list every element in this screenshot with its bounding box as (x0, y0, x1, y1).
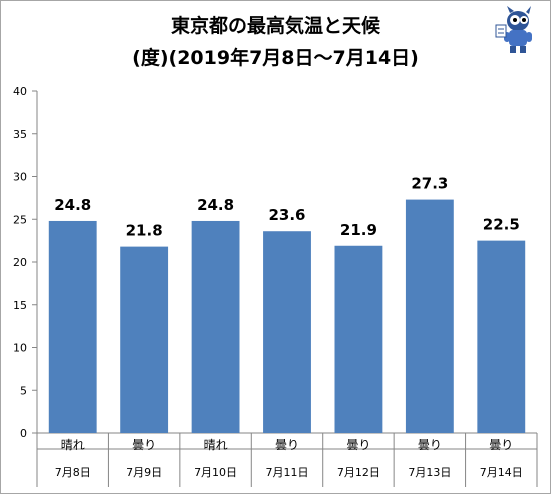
x-tick-label: 7月12日 (337, 466, 380, 479)
bar (48, 220, 97, 433)
x-tick-label: 7月10日 (194, 466, 237, 479)
chart-subtitle: (度)(2019年7月8日〜7月14日) (132, 47, 419, 69)
y-tick-label: 20 (13, 256, 27, 269)
weather-label: 曇り (346, 438, 370, 452)
data-label: 22.5 (483, 216, 520, 234)
data-label: 21.8 (126, 222, 163, 240)
data-label: 23.6 (268, 206, 305, 224)
weather-label: 曇り (489, 438, 513, 452)
weather-label: 晴れ (61, 438, 85, 452)
weather-label: 晴れ (204, 438, 228, 452)
mascot-logo (495, 6, 532, 53)
x-tick-label: 7月13日 (408, 466, 451, 479)
bar (477, 240, 526, 433)
weather-label: 曇り (418, 438, 442, 452)
bar (334, 245, 383, 433)
weather-label: 曇り (132, 438, 156, 452)
bar (120, 246, 169, 433)
bar (263, 231, 311, 433)
data-label: 24.8 (197, 196, 234, 214)
y-tick-label: 35 (13, 128, 27, 141)
x-tick-label: 7月9日 (126, 466, 162, 479)
y-tick-label: 0 (20, 427, 27, 440)
y-tick-label: 10 (13, 342, 27, 355)
weather-label: 曇り (275, 438, 299, 452)
y-tick-label: 25 (13, 213, 27, 226)
data-label: 21.9 (340, 221, 377, 239)
data-label: 24.8 (54, 196, 91, 214)
y-tick-label: 5 (20, 384, 27, 397)
y-tick-label: 15 (13, 299, 27, 312)
y-tick-label: 30 (13, 171, 27, 184)
bar (191, 220, 240, 433)
chart-title: 東京都の最高気温と天候 (170, 15, 380, 37)
x-tick-label: 7月14日 (480, 466, 523, 479)
x-tick-label: 7月11日 (266, 466, 309, 479)
data-label: 27.3 (411, 175, 448, 193)
bar (405, 199, 454, 433)
x-tick-label: 7月8日 (55, 466, 91, 479)
y-tick-label: 40 (13, 85, 27, 98)
